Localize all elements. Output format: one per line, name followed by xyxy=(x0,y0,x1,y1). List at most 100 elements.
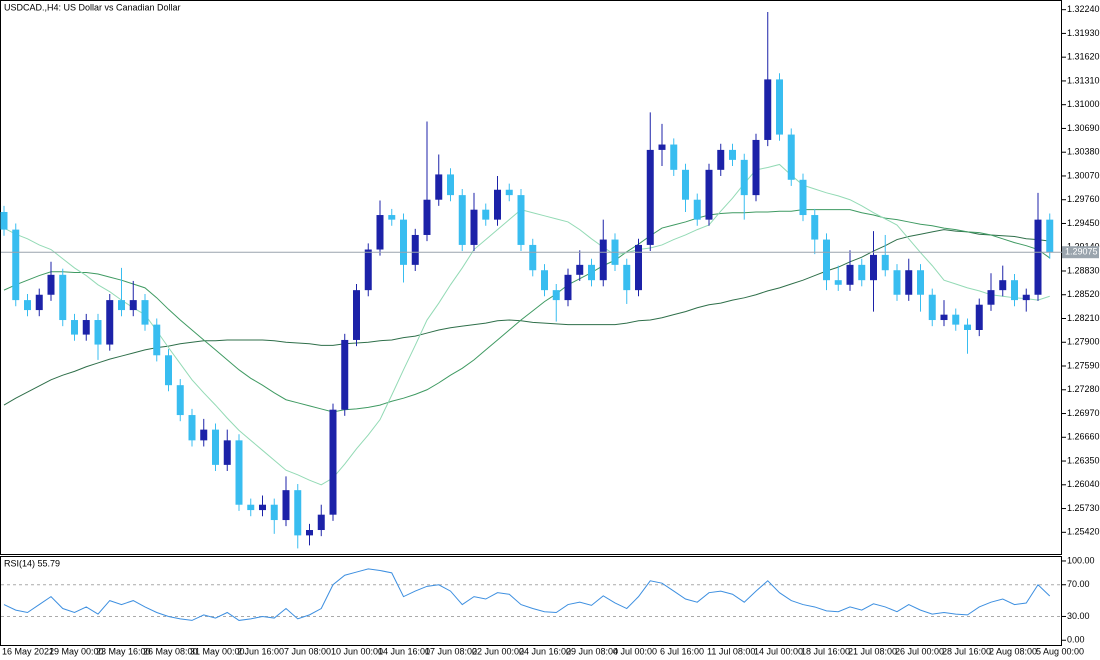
y-tick-label: 1.29760 xyxy=(1067,194,1100,204)
candle-body xyxy=(235,440,243,505)
candle-body xyxy=(1046,219,1054,253)
candle-body xyxy=(541,270,548,291)
moving-average xyxy=(3,209,1051,413)
candle-body xyxy=(764,79,772,140)
candle-body xyxy=(270,504,278,521)
y-tick-label: 30.00 xyxy=(1067,611,1090,621)
candle-body xyxy=(893,270,901,295)
x-tick-label: 26 May 08:00 xyxy=(143,646,198,656)
y-tick-label: 1.28520 xyxy=(1067,289,1100,299)
y-tick-label: 1.28210 xyxy=(1067,313,1100,323)
candle-body xyxy=(47,274,55,295)
candle-body xyxy=(834,280,842,285)
candle-body xyxy=(494,189,501,220)
main-pane-frame xyxy=(0,0,1062,555)
x-tick-label: 26 Jul 00:00 xyxy=(895,646,944,656)
candle-body xyxy=(646,149,654,245)
y-tick-label: 1.27590 xyxy=(1067,360,1100,370)
candle-body xyxy=(999,280,1007,291)
candle-body xyxy=(71,320,78,335)
x-tick-label: 21 Jul 08:00 xyxy=(848,646,897,656)
candle-body xyxy=(940,314,948,321)
moving-average xyxy=(3,229,1050,406)
candle-body xyxy=(787,134,795,180)
candle-body xyxy=(964,324,971,330)
candle-body xyxy=(141,300,149,325)
x-tick-label: 31 May 00:00 xyxy=(190,646,245,656)
candle-body xyxy=(12,229,20,301)
y-tick-label: 1.30070 xyxy=(1067,170,1100,180)
moving-average xyxy=(3,163,1050,486)
candle-body xyxy=(588,264,595,281)
candle-body xyxy=(529,244,537,271)
candle-body xyxy=(517,195,525,245)
x-tick-label: 2 Jun 16:00 xyxy=(237,646,284,656)
x-tick-label: 18 Jul 16:00 xyxy=(801,646,850,656)
candle-body xyxy=(870,254,877,281)
candle-body xyxy=(928,294,936,321)
y-tick-label: 1.29450 xyxy=(1067,218,1100,228)
candle-body xyxy=(623,264,631,291)
y-tick-label: 1.31620 xyxy=(1067,52,1100,62)
candle-body xyxy=(118,300,125,311)
candle-body xyxy=(917,270,924,295)
candle-body xyxy=(247,504,255,511)
y-tick-label: 1.26970 xyxy=(1067,408,1100,418)
rsi-pane-frame xyxy=(0,556,1062,646)
candle-body xyxy=(505,189,513,196)
candle-body xyxy=(35,294,43,311)
candle-body xyxy=(881,254,889,271)
x-tick-label: 24 Jun 16:00 xyxy=(519,646,571,656)
y-tick-label: 1.31310 xyxy=(1067,75,1100,85)
candle-body xyxy=(306,530,313,536)
candle-body xyxy=(353,290,360,340)
y-tick-label: 1.28830 xyxy=(1067,265,1100,275)
candle-body xyxy=(729,149,736,160)
candle-body xyxy=(82,320,90,335)
candle-body xyxy=(952,314,960,325)
candle-body xyxy=(423,199,431,235)
candle-body xyxy=(658,144,666,150)
candle-body xyxy=(400,219,407,265)
candle-body xyxy=(564,274,572,301)
y-tick-label: 1.26040 xyxy=(1067,479,1100,489)
x-tick-label: 7 Jun 08:00 xyxy=(284,646,331,656)
candle-body xyxy=(635,244,642,291)
candle-body xyxy=(411,234,419,265)
y-tick-label: 1.31000 xyxy=(1067,99,1100,109)
x-tick-label: 11 Jul 08:00 xyxy=(707,646,755,656)
candle-body xyxy=(482,209,490,220)
x-tick-label: 10 Jun 00:00 xyxy=(331,646,383,656)
price-label-bg xyxy=(1062,246,1099,259)
candle-body xyxy=(317,514,325,531)
candle-body xyxy=(282,490,290,521)
candle-body xyxy=(693,199,701,220)
y-tick-label: 1.26660 xyxy=(1067,432,1100,442)
candle-body xyxy=(905,270,913,295)
price-label: 1.29075 xyxy=(1065,247,1098,257)
y-tick-label: 100.00 xyxy=(1067,555,1095,565)
candle-body xyxy=(364,249,372,291)
y-tick-label: 1.25730 xyxy=(1067,503,1100,513)
candle-body xyxy=(752,139,760,196)
x-tick-label: 14 Jun 16:00 xyxy=(378,646,430,656)
candle-body xyxy=(329,409,337,515)
rsi-title: RSI(14) 55.79 xyxy=(4,558,60,568)
candle-body xyxy=(823,239,830,281)
candle-body xyxy=(1011,280,1018,301)
candle-body xyxy=(129,300,137,311)
candle-body xyxy=(94,320,102,345)
candle-body xyxy=(1034,219,1042,295)
candle-body xyxy=(106,300,114,345)
x-tick-label: 17 Jun 08:00 xyxy=(425,646,477,656)
candle-body xyxy=(341,339,349,410)
x-tick-label: 14 Jul 00:00 xyxy=(754,646,803,656)
candle-body xyxy=(858,264,866,281)
candle-body xyxy=(153,324,161,356)
candle-body xyxy=(1022,294,1030,301)
candle-body xyxy=(447,174,454,196)
candle-body xyxy=(670,144,678,170)
candle-body xyxy=(552,290,560,301)
x-tick-label: 28 Jul 16:00 xyxy=(942,646,991,656)
